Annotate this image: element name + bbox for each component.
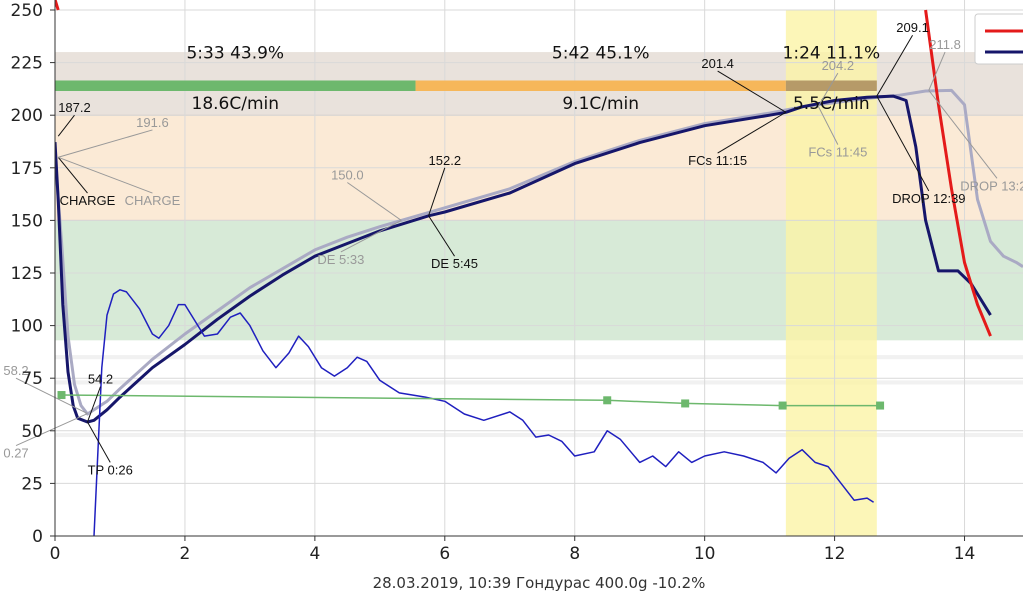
annotation-label-16: 209.1 [896,20,929,35]
y-tick-label-9: 225 [11,54,43,74]
stripe-0 [55,355,1023,360]
series-5-marker-0 [57,391,66,400]
phase-ror-1: 9.1C/min [562,94,639,114]
annotation-leader-13 [717,111,787,154]
phase-bar-1 [415,80,786,92]
annotation-leader-0 [57,114,75,137]
x-tick-label-2: 4 [309,544,320,564]
annotation-label-10: 152.2 [429,153,462,168]
x-tick-label-5: 10 [694,544,716,564]
annotation-label-3: CHARGE [125,193,181,208]
series-5-marker-1 [603,396,612,405]
phase-time-2: 1:24 11.1% [783,43,881,63]
y-tick-label-5: 125 [11,264,43,284]
annotation-leader-12 [717,70,787,113]
series-line-3 [924,9,992,337]
annotation-label-18: 211.8 [929,37,961,52]
annotation-leader-3 [58,156,153,194]
y-tick-label-7: 175 [11,159,43,179]
annotation-label-5: TP 0:26 [88,462,133,477]
phase-ror-0: 18.6C/min [192,94,280,114]
annotation-label-0: 187.2 [58,100,91,115]
phase-time-1: 5:42 45.1% [552,43,650,63]
y-tick-label-0: 0 [32,527,43,547]
x-tick-label-1: 2 [180,544,191,564]
annotation-label-7: 0.27 [3,446,28,461]
annotation-leader-8 [347,182,402,221]
annotation-label-12: 201.4 [701,56,734,71]
series-5-marker-4 [876,401,885,410]
legend-box [974,13,1023,65]
x-tick-label-4: 8 [569,544,580,564]
annotation-leader-14 [817,72,839,107]
annotation-leader-15 [817,106,839,145]
footer-info: 28.03.2019, 10:39 Гондурас 400.0g -10.2% [373,574,706,592]
annotation-leader-4 [87,386,101,423]
x-tick-label-7: 14 [954,544,976,564]
annotation-label-19: DROP 13:27 [960,178,1023,193]
series-5-marker-2 [681,399,690,408]
phase-bar-0 [55,80,416,92]
annotation-leader-10 [428,167,446,216]
annotation-leader-19 [928,90,998,179]
annotation-label-8: 150.0 [331,168,364,183]
y-tick-label-6: 150 [11,211,43,231]
series-5-marker-3 [778,401,787,410]
annotation-leader-16 [876,34,913,97]
y-tick-label-4: 100 [11,317,43,337]
y-tick-label-10: 250 [11,1,43,21]
annotation-label-11: DE 5:45 [431,256,478,271]
phase-time-0: 5:33 43.9% [186,43,284,63]
annotation-leader-18 [928,51,946,91]
annotation-leader-5 [87,421,111,463]
annotation-label-14: 204.2 [822,58,855,73]
annotation-label-2: 191.6 [136,115,169,130]
annotation-label-6: 58.2 [3,363,28,378]
annotation-leader-6 [15,377,88,414]
annotation-label-1: CHARGE [60,193,116,208]
annotation-leader-1 [57,156,88,194]
annotation-leader-2 [58,129,153,158]
series-line-2 [55,0,60,11]
x-tick-label-6: 12 [824,544,846,564]
series-line-5 [61,394,881,407]
annotation-label-9: DE 5:33 [317,252,364,267]
y-tick-label-1: 25 [21,474,43,494]
y-tick-label-2: 50 [21,422,43,442]
stripe-2 [55,432,1023,438]
annotation-leader-11 [428,215,455,257]
stripe-1 [55,380,1023,385]
annotation-label-15: FCs 11:45 [808,145,867,160]
series-line-0 [55,88,1023,416]
annotation-label-17: DROP 12:39 [892,191,965,206]
phase-ror-2: 5.5C/min [793,94,870,114]
annotation-leader-9 [340,219,402,253]
phase-bar-2 [785,80,877,92]
x-tick-label-0: 0 [50,544,61,564]
annotation-leader-17 [876,95,930,192]
annotation-label-13: FCs 11:15 [688,153,747,168]
series-line-4 [93,289,875,536]
annotation-leader-7 [15,413,88,446]
y-tick-label-3: 75 [21,369,43,389]
y-tick-label-8: 200 [11,106,43,126]
x-tick-label-3: 6 [439,544,450,564]
annotation-label-4: 54.2 [88,372,113,387]
